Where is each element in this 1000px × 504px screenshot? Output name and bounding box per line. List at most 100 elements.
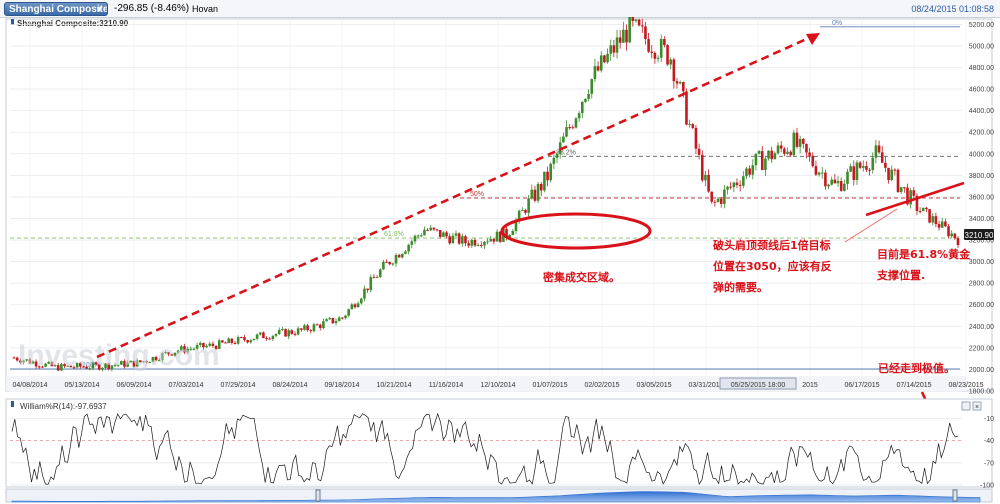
chevron-down-icon: ▼ bbox=[95, 5, 103, 14]
x-tick-label: 06/09/2014 bbox=[116, 382, 151, 389]
candle-body bbox=[738, 184, 742, 186]
candle-body bbox=[432, 227, 436, 230]
candle-body bbox=[751, 165, 755, 175]
candle-body bbox=[91, 362, 95, 369]
candle-body bbox=[925, 207, 928, 210]
candle-body bbox=[300, 328, 303, 330]
candle-body bbox=[846, 171, 849, 184]
candle-body bbox=[884, 162, 887, 168]
candle-body bbox=[827, 184, 830, 187]
candle-body bbox=[161, 353, 164, 361]
candle-body bbox=[120, 361, 123, 365]
candle-body bbox=[221, 340, 224, 343]
main-panel bbox=[5, 18, 993, 392]
candle-body bbox=[129, 360, 133, 363]
navigator-right-handle[interactable] bbox=[952, 489, 958, 502]
x-tick-label: 01/07/2015 bbox=[532, 382, 567, 389]
x-tick-label: 08/23/2015 bbox=[948, 382, 983, 389]
candle-body bbox=[189, 348, 193, 350]
time-axis: 04/08/2014 05/13/2014 06/09/2014 07/03/2014… bbox=[12, 377, 984, 390]
candle-body bbox=[341, 317, 344, 319]
crosshair-time-box bbox=[719, 377, 797, 390]
candle-body bbox=[353, 304, 357, 308]
candle-body bbox=[410, 241, 414, 245]
panel-marker bbox=[11, 19, 14, 25]
indicator-close-button[interactable] bbox=[972, 401, 982, 411]
candle-body bbox=[429, 227, 433, 231]
candle-body bbox=[843, 183, 846, 191]
y-tick-label: 4800.00 bbox=[969, 65, 994, 72]
y-tick-label: 4000.00 bbox=[969, 151, 994, 158]
candle-body bbox=[735, 182, 739, 185]
candle-body bbox=[536, 183, 540, 201]
candle-body bbox=[852, 166, 856, 180]
candle-body bbox=[543, 171, 546, 191]
candle-body bbox=[473, 239, 477, 246]
candle-body bbox=[249, 340, 253, 343]
fib-level-label: 50% bbox=[470, 191, 484, 198]
candle-body bbox=[861, 166, 865, 168]
candle-body bbox=[372, 277, 376, 279]
candle-body bbox=[524, 210, 527, 213]
candle-body bbox=[640, 25, 644, 27]
candle-body bbox=[928, 209, 931, 223]
candle-body bbox=[719, 198, 723, 204]
y-tick-label: 5200.00 bbox=[969, 22, 994, 29]
candle-body bbox=[688, 124, 691, 126]
candle-body bbox=[833, 179, 837, 184]
candle-body bbox=[511, 230, 515, 236]
fib-level-label: 61.8% bbox=[384, 231, 404, 238]
candle-body bbox=[281, 329, 284, 331]
candle-body bbox=[44, 363, 47, 367]
candle-body bbox=[385, 261, 388, 263]
candle-body bbox=[290, 330, 294, 334]
candle-body bbox=[94, 362, 98, 365]
candle-body bbox=[287, 330, 290, 337]
candle-body bbox=[896, 169, 900, 192]
candle-body bbox=[315, 324, 319, 326]
navigator-left-handle[interactable] bbox=[315, 489, 321, 502]
candle-body bbox=[104, 363, 107, 368]
candle-body bbox=[230, 338, 234, 343]
candle-body bbox=[893, 169, 897, 171]
x-tick-label: 02/02/2015 bbox=[584, 382, 619, 389]
candle-body bbox=[154, 356, 158, 361]
candle-body bbox=[233, 342, 237, 344]
toolbar: Shanghai Composite... ▼ -296.85 (-8.46%)… bbox=[0, 0, 1000, 18]
candle-body bbox=[950, 233, 953, 237]
candle-body bbox=[656, 57, 660, 59]
candle-body bbox=[467, 243, 470, 246]
x-tick-label: 04/08/2014 bbox=[12, 382, 47, 389]
candle-body bbox=[647, 39, 650, 52]
candle-body bbox=[877, 145, 881, 153]
y-tick-label: 1800.00 bbox=[969, 389, 994, 396]
candle-body bbox=[325, 319, 328, 322]
indicator-settings-button[interactable] bbox=[961, 401, 971, 411]
candle-body bbox=[195, 345, 199, 349]
candle-body bbox=[344, 315, 347, 319]
x-tick-label: 12/10/2014 bbox=[480, 382, 515, 389]
candle-body bbox=[202, 342, 205, 348]
watermark-logo: Investing.com bbox=[18, 339, 220, 372]
candle-body bbox=[713, 201, 717, 203]
indicator-marker bbox=[11, 401, 14, 407]
symbol-selector[interactable]: Shanghai Composite... ▼ bbox=[4, 2, 108, 16]
candle-body bbox=[953, 233, 957, 239]
candle-body bbox=[808, 152, 811, 156]
candle-body bbox=[454, 233, 458, 236]
y-tick-label: 2600.00 bbox=[969, 302, 994, 309]
candle-body bbox=[956, 238, 960, 246]
close-icon: × bbox=[975, 404, 979, 411]
candle-body bbox=[126, 362, 129, 367]
fib-level-label: 0% bbox=[832, 20, 842, 27]
x-tick-label: 07/14/2015 bbox=[896, 382, 931, 389]
navigator-area bbox=[11, 491, 981, 503]
price-axis: 5200.00 5000.00 4800.00 4600.00 4400.00 4200.… bbox=[969, 22, 994, 396]
candle-body bbox=[552, 157, 556, 164]
candle-body bbox=[631, 17, 635, 22]
candle-body bbox=[921, 207, 925, 212]
candle-body bbox=[293, 333, 297, 335]
candle-body bbox=[419, 235, 423, 237]
candle-body bbox=[742, 176, 745, 186]
candle-body bbox=[476, 244, 480, 246]
